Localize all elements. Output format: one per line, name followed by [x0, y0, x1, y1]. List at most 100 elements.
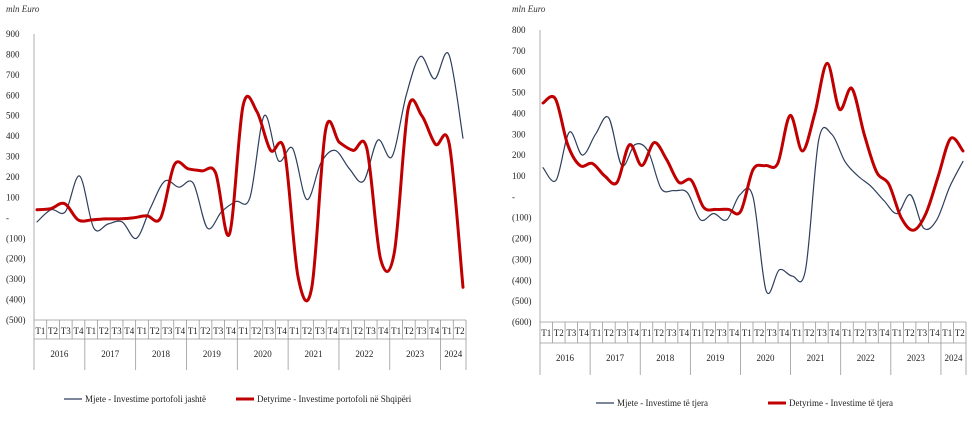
y-tick-label: (300): [512, 254, 532, 264]
x-tick-label: T2: [804, 328, 814, 338]
y-tick-label: -: [6, 213, 9, 223]
x-tick-label: T2: [604, 328, 614, 338]
x-tick-label: T3: [61, 326, 71, 336]
x-tick-label: T4: [779, 328, 789, 338]
year-label: 2022: [355, 349, 373, 359]
x-tick-label: T4: [629, 328, 639, 338]
year-label: 2016: [50, 349, 69, 359]
legend-label: Detyrime - Investime portofoli në Shqipë…: [257, 394, 412, 404]
x-tick-label: T4: [124, 326, 134, 336]
x-tick-label: T3: [616, 328, 626, 338]
chart-panel-right: mln Euro 800 700 600 500 400 300 200 100 - (100) (2…: [486, 0, 972, 433]
x-tick-label: T4: [930, 328, 940, 338]
y-tick-label: 200: [512, 150, 526, 160]
chart-panel-left: mln Euro 900 800 700 600 500 400 300 200 100 - (100…: [0, 0, 486, 433]
year-label: 2020: [757, 353, 776, 363]
y-tick-label: (200): [512, 234, 532, 244]
x-tick-label: T1: [239, 326, 249, 336]
y-tick-label: (500): [512, 296, 532, 306]
x-tick-label: T4: [226, 326, 236, 336]
year-label: 2021: [807, 353, 825, 363]
y-tick-label: (200): [6, 254, 26, 264]
year-label: 2022: [857, 353, 875, 363]
x-tick-label: T1: [842, 328, 852, 338]
x-tick-label: T2: [554, 328, 564, 338]
unit-label: mln Euro: [512, 4, 546, 14]
x-tick-label: T3: [315, 326, 325, 336]
chart-left: mln Euro 900 800 700 600 500 400 300 200 100 - (100…: [6, 4, 467, 404]
y-tick-label: 500: [6, 111, 20, 121]
x-tick-label: T3: [366, 326, 376, 336]
x-tick-label: T1: [391, 326, 401, 336]
y-tick-label: 600: [512, 67, 526, 77]
year-label: 2016: [556, 353, 575, 363]
x-tick-label: T3: [417, 326, 427, 336]
x-tick-label: T1: [541, 328, 551, 338]
y-tick-label: (400): [6, 295, 26, 305]
legend-label: Detyrime - Investime të tjera: [789, 398, 893, 408]
year-label: 2024: [444, 349, 463, 359]
x-tick-label: T1: [35, 326, 45, 336]
x-tick-label: T1: [86, 326, 96, 336]
x-tick-label: T2: [754, 328, 764, 338]
legend-item-0: Mjete - Investime portofoli jashtë: [64, 394, 206, 404]
unit-label: mln Euro: [6, 4, 40, 14]
x-tick-label: T4: [429, 326, 439, 336]
y-tick-label: 600: [6, 90, 20, 100]
x-tick-label: T3: [767, 328, 777, 338]
y-tick-label: 200: [6, 172, 20, 182]
x-tick-label: T3: [162, 326, 172, 336]
y-tick-label: 700: [512, 46, 526, 56]
x-tick-label: T4: [73, 326, 83, 336]
x-tick-label: T3: [717, 328, 727, 338]
x-tick-label: T2: [855, 328, 865, 338]
x-tick-label: T4: [829, 328, 839, 338]
x-tick-label: T1: [137, 326, 147, 336]
y-tick-label: (100): [512, 213, 532, 223]
year-label: 2017: [606, 353, 625, 363]
x-tick-label: T2: [48, 326, 58, 336]
x-tick-label: T3: [112, 326, 122, 336]
year-label: 2023: [907, 353, 926, 363]
y-tick-label: 100: [512, 171, 526, 181]
y-tick-label: (500): [6, 315, 26, 325]
legend-item-1: Detyrime - Investime portofoli në Shqipë…: [236, 394, 412, 404]
x-tick-label: T4: [880, 328, 890, 338]
x-tick-label: T3: [867, 328, 877, 338]
y-tick-label: (300): [6, 274, 26, 284]
y-tick-label: 900: [6, 29, 20, 39]
x-tick-label: T2: [353, 326, 363, 336]
x-tick-label: T4: [579, 328, 589, 338]
chart-right: mln Euro 800 700 600 500 400 300 200 100 - (100) (2…: [512, 4, 967, 408]
x-tick-label: T1: [792, 328, 802, 338]
y-tick-label: 500: [512, 88, 526, 98]
legend-item-0: Mjete - Investime të tjera: [596, 398, 708, 408]
x-tick-label: T4: [328, 326, 338, 336]
x-tick-label: T1: [340, 326, 350, 336]
year-label: 2023: [406, 349, 425, 359]
y-tick-label: 400: [512, 108, 526, 118]
legend-label: Mjete - Investime portofoli jashtë: [85, 394, 206, 404]
year-label: 2017: [101, 349, 120, 359]
x-tick-label: T1: [188, 326, 198, 336]
series-line-0: [542, 115, 964, 295]
x-tick-label: T1: [692, 328, 702, 338]
legend-item-1: Detyrime - Investime të tjera: [768, 398, 893, 408]
year-label: 2018: [656, 353, 675, 363]
legend-label: Mjete - Investime të tjera: [617, 398, 708, 408]
x-tick-label: T1: [942, 328, 952, 338]
year-label: 2019: [706, 353, 725, 363]
x-tick-label: T1: [442, 326, 452, 336]
year-label: 2020: [254, 349, 273, 359]
y-tick-label: (400): [512, 275, 532, 285]
x-tick-label: T1: [591, 328, 601, 338]
x-tick-label: T2: [654, 328, 664, 338]
x-tick-label: T3: [817, 328, 827, 338]
x-tick-label: T3: [667, 328, 677, 338]
y-tick-label: 300: [6, 152, 20, 162]
x-tick-label: T2: [302, 326, 312, 336]
y-tick-label: 800: [6, 49, 20, 59]
x-tick-label: T4: [277, 326, 287, 336]
x-tick-label: T1: [289, 326, 299, 336]
x-tick-label: T2: [704, 328, 714, 338]
